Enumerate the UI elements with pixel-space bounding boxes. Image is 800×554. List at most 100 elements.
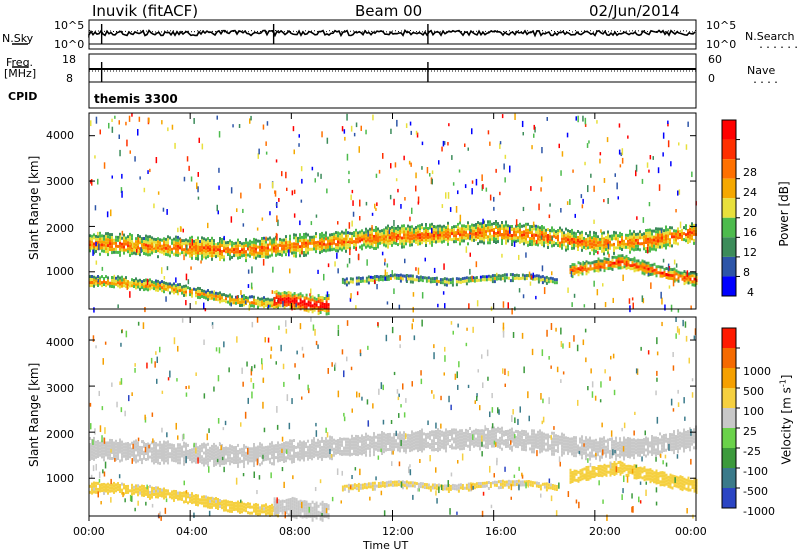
power-speckle [301, 250, 303, 255]
noise-search-dot [689, 31, 690, 33]
vel-cell [251, 459, 253, 463]
power-speckle [310, 288, 312, 295]
power-cell [433, 277, 436, 280]
power-cell [363, 279, 366, 283]
noise-search-dot [137, 30, 138, 32]
power-speckle [97, 278, 99, 283]
power-cell [269, 304, 271, 308]
power-cell [469, 237, 471, 241]
vel-cell [417, 446, 419, 450]
power-cell [117, 235, 119, 239]
power-cell [379, 275, 382, 278]
power-cell [399, 241, 401, 245]
power-cell [559, 244, 561, 248]
vel-cell [313, 452, 315, 456]
vel-cell [109, 447, 111, 451]
power-cell [581, 239, 583, 243]
power-cell [361, 247, 363, 251]
power-cell [287, 293, 290, 297]
power-speckle [442, 140, 445, 147]
power-cell [461, 233, 463, 237]
vel-cell [377, 433, 379, 437]
power-cell [303, 305, 306, 309]
power-speckle [431, 178, 433, 185]
vel-cell [301, 456, 303, 460]
power-cell [295, 299, 298, 303]
vel-cell [151, 441, 153, 445]
nave-dot [146, 70, 147, 72]
vel-cell [175, 459, 177, 463]
power-cell [353, 243, 355, 247]
power-cbar-tick-4: 4 [747, 286, 754, 299]
nave-dot [185, 70, 186, 72]
power-cell [171, 247, 173, 251]
power-speckle [248, 305, 250, 311]
power-cell [353, 246, 355, 250]
power-cell [669, 238, 671, 242]
power-cell [589, 230, 591, 234]
vel-cell [317, 438, 319, 442]
power-speckle [646, 162, 649, 168]
power-cell [137, 285, 139, 289]
power-cell [225, 244, 227, 248]
noise-search-dot [656, 31, 657, 33]
power-cell [339, 241, 341, 245]
vel-cell [361, 434, 363, 438]
power-cell [141, 286, 143, 290]
nave-dot [257, 70, 258, 72]
vel-cell [487, 428, 489, 431]
vel-cell [209, 455, 211, 459]
power-cell [467, 276, 470, 280]
vel-cbar-tick-1000: 1000 [743, 365, 771, 378]
vel-cell [153, 452, 155, 456]
power-cell [213, 239, 215, 243]
power-cell [693, 229, 695, 233]
power-cell [351, 232, 353, 236]
vel-cell [313, 449, 315, 453]
nave-dot [572, 70, 573, 72]
noise-search-dot [593, 31, 594, 33]
power-speckle [186, 156, 189, 162]
power-speckle [265, 151, 268, 155]
vel-cell [215, 453, 217, 457]
vel-cell [91, 450, 93, 454]
power-speckle [561, 151, 564, 157]
power-cell [691, 237, 693, 241]
power-cell [269, 236, 271, 240]
noise-search-dot [284, 31, 285, 33]
power-cell [673, 279, 676, 283]
vel-cell [437, 449, 439, 453]
cpid-panel-frame [88, 81, 697, 109]
power-cell [325, 231, 327, 235]
power-cell [323, 242, 325, 246]
power-cell [357, 234, 359, 238]
power-cell [495, 241, 497, 244]
vel-cell [297, 442, 299, 446]
power-cell [227, 300, 229, 304]
power-speckle [551, 236, 553, 241]
power-cell [271, 244, 273, 248]
power-speckle [187, 279, 190, 285]
power-cell [171, 250, 173, 254]
power-cell [691, 228, 693, 232]
power-cell [637, 235, 639, 239]
nave-dot [512, 70, 513, 72]
nave-dot [209, 70, 210, 72]
power-speckle [274, 190, 276, 194]
power-cell [475, 279, 478, 283]
vel-cell [201, 461, 203, 465]
power-cell [245, 250, 247, 254]
power-cell [179, 283, 181, 287]
power-speckle [648, 169, 650, 173]
power-cell [661, 274, 664, 278]
power-cell [199, 293, 201, 297]
vel-cell [205, 461, 207, 465]
vel-cell [383, 432, 385, 436]
vel-cell [359, 439, 361, 443]
power-speckle [387, 236, 389, 241]
power-cell [557, 244, 559, 247]
power-cell [165, 240, 167, 244]
power-cell [251, 249, 253, 253]
power-cell [201, 292, 203, 295]
vel-cell [467, 438, 469, 442]
